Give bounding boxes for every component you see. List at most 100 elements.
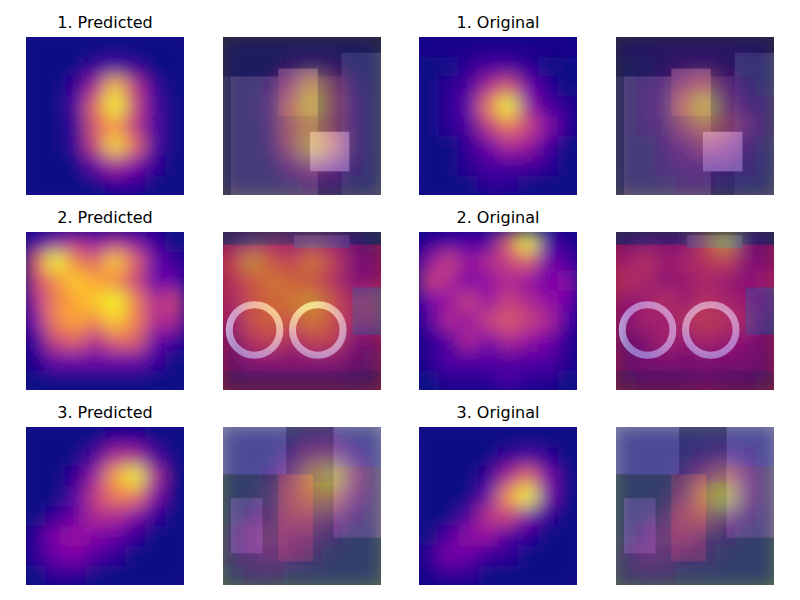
heatmap-cell	[636, 546, 656, 566]
heatmap-cell	[616, 467, 636, 487]
heatmap-cell	[164, 156, 184, 176]
heatmap-cell	[735, 311, 755, 331]
heatmap-cell	[85, 37, 105, 57]
heatmap-cell	[263, 57, 283, 77]
heatmap-cell	[675, 272, 695, 292]
heatmap-cell	[85, 506, 105, 526]
heatmap-cell	[66, 331, 86, 351]
heatmap-cell	[282, 506, 302, 526]
heatmap-cell	[439, 291, 459, 311]
heatmap-cell	[125, 232, 145, 252]
heatmap-cell	[439, 175, 459, 195]
heatmap-cell	[125, 331, 145, 351]
heatmap-cells	[223, 37, 381, 195]
heatmap-cell	[145, 232, 165, 252]
heatmap-cell	[636, 565, 656, 585]
heatmap-cell	[342, 370, 362, 390]
heatmap-cell	[695, 291, 715, 311]
heatmap-cell	[675, 252, 695, 272]
heatmap-cell	[498, 272, 518, 292]
heatmap-cell	[105, 486, 125, 506]
heatmap-cell	[459, 37, 479, 57]
heatmap-cell	[695, 526, 715, 546]
heatmap-cell	[105, 370, 125, 390]
heatmap-cell	[656, 565, 676, 585]
heatmap-cell	[302, 331, 322, 351]
heatmap-cell	[105, 96, 125, 116]
heatmap-cell	[478, 370, 498, 390]
heatmap-cell	[557, 447, 577, 467]
heatmap-cell	[223, 311, 243, 331]
heatmap-cell	[85, 311, 105, 331]
heatmap-cell	[557, 272, 577, 292]
heatmap-cell	[145, 77, 165, 97]
heatmap-cell	[498, 291, 518, 311]
heatmap-cell	[439, 331, 459, 351]
heatmap-cell	[557, 311, 577, 331]
heatmap-cell	[754, 467, 774, 487]
heatmap-cell	[538, 156, 558, 176]
heatmap-cell	[754, 486, 774, 506]
heatmap-cell	[125, 175, 145, 195]
heatmap-cell	[85, 526, 105, 546]
heatmap-cell	[439, 370, 459, 390]
heatmap-cell	[538, 447, 558, 467]
heatmap-cell	[675, 526, 695, 546]
heatmap-cell	[518, 175, 538, 195]
heatmap-cell	[46, 136, 66, 156]
heatmap-cell	[85, 565, 105, 585]
heatmap-cell	[263, 351, 283, 371]
heatmap-cell	[145, 252, 165, 272]
heatmap-cell	[263, 370, 283, 390]
heatmap-cell	[243, 447, 263, 467]
heatmap-cell	[616, 57, 636, 77]
heatmap-cell	[735, 175, 755, 195]
heatmap-cell	[675, 370, 695, 390]
heatmap-cell	[145, 427, 165, 447]
heatmap-cell	[342, 156, 362, 176]
heatmap-cell	[754, 232, 774, 252]
heatmap-cell	[478, 272, 498, 292]
heatmap-cell	[419, 156, 439, 176]
heatmap-cell	[66, 116, 86, 136]
heatmap-cell	[26, 232, 46, 252]
heatmap-cell	[557, 37, 577, 57]
heatmap-cell	[342, 252, 362, 272]
panel-title: 3. Original	[457, 403, 540, 422]
heatmap-cell	[282, 486, 302, 506]
heatmap-cell	[518, 232, 538, 252]
heatmap-cell	[459, 486, 479, 506]
heatmap-cell	[26, 311, 46, 331]
heatmap-cell	[419, 272, 439, 292]
heatmap-cell	[105, 232, 125, 252]
heatmap-cell	[164, 96, 184, 116]
heatmap-cell	[754, 77, 774, 97]
heatmap-cell	[46, 77, 66, 97]
heatmap-cell	[439, 156, 459, 176]
heatmap-cell	[243, 311, 263, 331]
heatmap-cell	[164, 565, 184, 585]
heatmap-cell	[478, 526, 498, 546]
heatmap-cell	[478, 486, 498, 506]
heatmap-cell	[616, 331, 636, 351]
heatmap-cell	[282, 57, 302, 77]
heatmap-cell	[518, 546, 538, 566]
heatmap-cell	[46, 486, 66, 506]
heatmap-cell	[66, 370, 86, 390]
heatmap-cell	[695, 77, 715, 97]
heatmap-cell	[164, 272, 184, 292]
heatmap-cell	[478, 252, 498, 272]
heatmap-cell	[754, 272, 774, 292]
heatmap-cell	[538, 526, 558, 546]
heatmap-cell	[557, 331, 577, 351]
heatmap-cell	[636, 331, 656, 351]
heatmap-cell	[715, 526, 735, 546]
heatmap-cell	[164, 37, 184, 57]
heatmap-cell	[695, 37, 715, 57]
heatmap-cell	[518, 57, 538, 77]
heatmap-cell	[439, 311, 459, 331]
heatmap-cell	[675, 546, 695, 566]
heatmap-cell	[282, 156, 302, 176]
heatmap-cell	[282, 467, 302, 487]
heatmap-cell	[223, 506, 243, 526]
